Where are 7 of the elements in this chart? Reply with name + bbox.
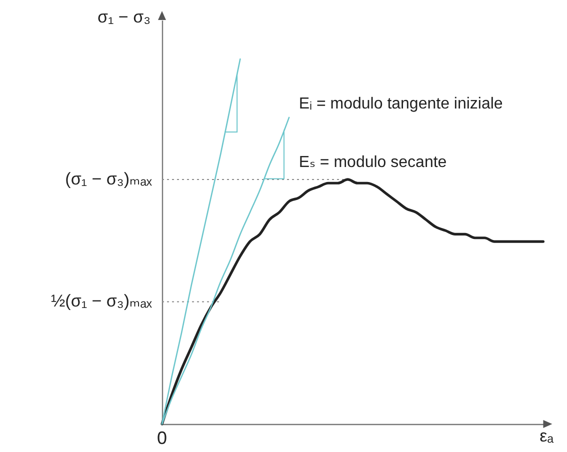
- annotation: Eᵢ = modulo tangente iniziale: [298, 95, 503, 112]
- annotation: Eₛ = modulo secante: [298, 154, 447, 171]
- ref-line-label: (σ₁ − σ₃)ₘₐₓ: [65, 169, 152, 188]
- ref-line-label: ½(σ₁ − σ₃)ₘₐₓ: [50, 292, 152, 311]
- y-axis-title: σ₁ − σ₃: [97, 8, 150, 26]
- annotation: 0: [156, 428, 168, 448]
- x-axis-title: εₐ: [540, 426, 554, 446]
